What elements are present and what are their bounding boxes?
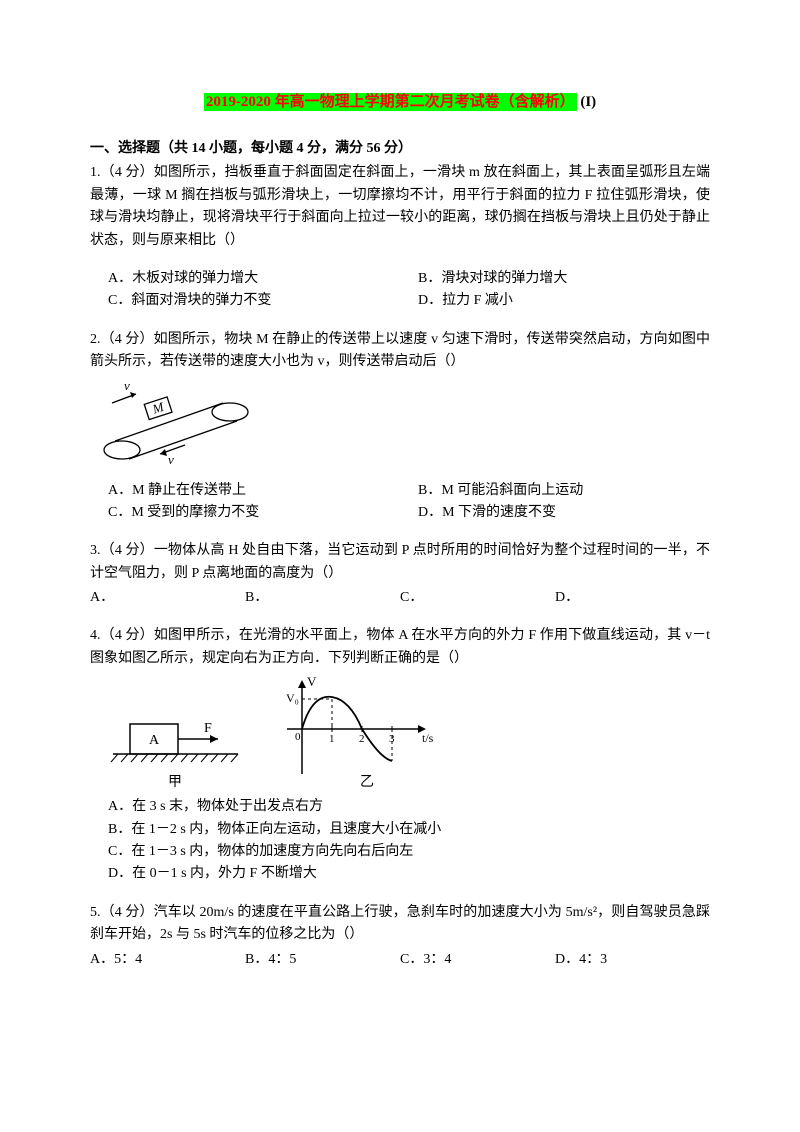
q4-fig-f-label: F xyxy=(204,721,212,736)
q2-fig-v-top: v xyxy=(124,378,130,393)
q4-fig-caption-left: 甲 xyxy=(168,775,182,790)
q2-option-a: A．M 静止在传送带上 xyxy=(90,480,400,502)
q4-fig-tick2: 2 xyxy=(359,733,365,745)
section-heading: 一、选择题（共 14 小题，每小题 4 分，满分 56 分） xyxy=(90,138,710,160)
q5-option-a: A．5：4 xyxy=(90,949,245,971)
q4-fig-a-label: A xyxy=(149,733,160,748)
q2-figure: M v v xyxy=(90,378,710,478)
q4-figure: A F 甲 V V₀ t/s xyxy=(90,674,710,794)
q4-option-b: B．在 1－2 s 内，物体正向左运动，且速度大小在减小 xyxy=(90,819,710,841)
q4-fig-tick0: 0 xyxy=(295,731,301,743)
q4-fig-caption-right: 乙 xyxy=(360,774,374,790)
q5-option-d: D．4：3 xyxy=(555,949,710,971)
q4-option-c: C．在 1－3 s 内，物体的加速度方向先向右后向左 xyxy=(90,841,710,863)
q1-option-c: C．斜面对滑块的弹力不变 xyxy=(90,290,400,312)
q4-fig-tick1: 1 xyxy=(329,733,335,745)
q2-option-b: B．M 可能沿斜面向上运动 xyxy=(400,480,710,502)
q3-option-d: D． xyxy=(555,587,710,609)
title-highlight: 2019-2020 年高一物理上学期第二次月考试卷（含解析） xyxy=(204,93,577,111)
q5-stem: 5.（4 分）汽车以 20m/s 的速度在平直公路上行驶，急刹车时的加速度大小为… xyxy=(90,902,710,947)
q1-option-a: A．木板对球的弹力增大 xyxy=(90,268,400,290)
q5-options: A．5：4 B．4：5 C．3：4 D．4：3 xyxy=(90,949,710,971)
q1-stem: 1.（4 分）如图所示，挡板垂直于斜面固定在斜面上，一滑块 m 放在斜面上，其上… xyxy=(90,162,710,252)
q4-stem: 4.（4 分）如图甲所示，在光滑的水平面上，物体 A 在水平方向的外力 F 作用… xyxy=(90,625,710,670)
q3-option-c: C． xyxy=(400,587,555,609)
title-tail: (I) xyxy=(580,94,596,110)
q4-options: A．在 3 s 末，物体处于出发点右方 B．在 1－2 s 内，物体正向左运动，… xyxy=(90,796,710,886)
q2-options: A．M 静止在传送带上 B．M 可能沿斜面向上运动 C．M 受到的摩擦力不变 D… xyxy=(90,480,710,525)
q4-fig-v-label: V xyxy=(307,674,317,689)
q2-option-c: C．M 受到的摩擦力不变 xyxy=(90,502,400,524)
q5-option-c: C．3：4 xyxy=(400,949,555,971)
q4-option-a: A．在 3 s 末，物体处于出发点右方 xyxy=(90,796,710,818)
q2-stem: 2.（4 分）如图所示，物块 M 在静止的传送带上以速度 v 匀速下滑时，传送带… xyxy=(90,329,710,374)
q3-options: A． B． C． D． xyxy=(90,587,710,609)
q2-option-d: D．M 下滑的速度不变 xyxy=(400,502,710,524)
q1-option-d: D．拉力 F 减小 xyxy=(400,290,710,312)
q5-option-b: B．4：5 xyxy=(245,949,400,971)
q4-fig-t-label: t/s xyxy=(422,731,434,745)
q2-fig-v-bot: v xyxy=(168,452,174,467)
q4-option-d: D．在 0－1 s 内，外力 F 不断增大 xyxy=(90,863,710,885)
page-title: 2019-2020 年高一物理上学期第二次月考试卷（含解析） (I) xyxy=(90,90,710,114)
q1-options: A．木板对球的弹力增大 B．滑块对球的弹力增大 C．斜面对滑块的弹力不变 D．拉… xyxy=(90,268,710,313)
q3-option-b: B． xyxy=(245,587,400,609)
q1-option-b: B．滑块对球的弹力增大 xyxy=(400,268,710,290)
q3-option-a: A． xyxy=(90,587,245,609)
q3-stem: 3.（4 分）一物体从高 H 处自由下落，当它运动到 P 点时所用的时间恰好为整… xyxy=(90,540,710,585)
q4-fig-v0-label: V₀ xyxy=(286,691,299,705)
